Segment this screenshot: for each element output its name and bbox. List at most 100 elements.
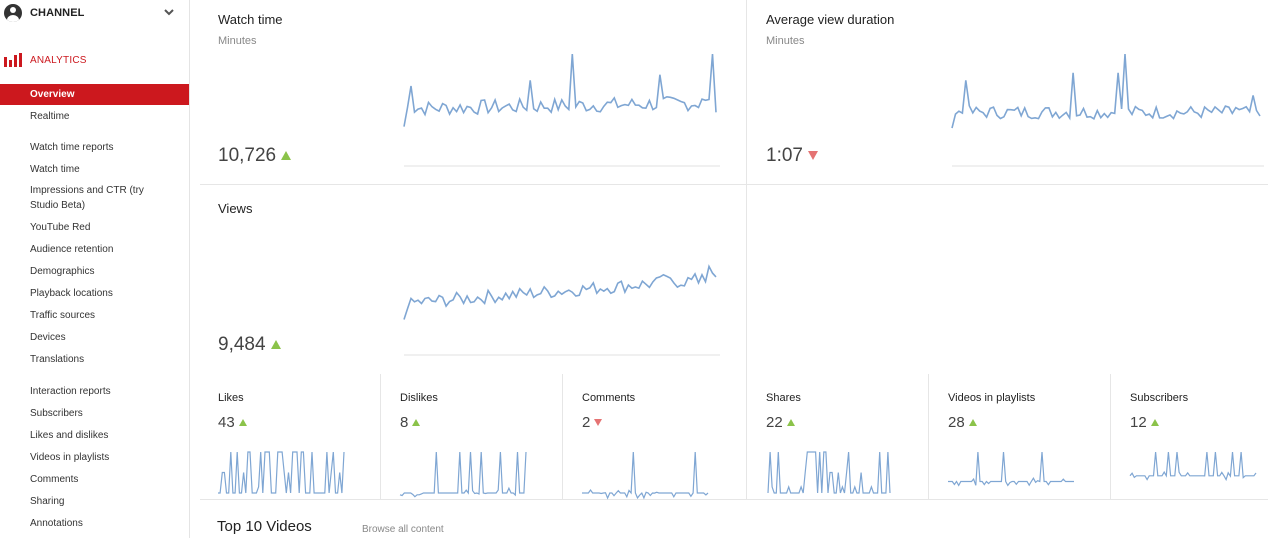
metric-value: 10,726 — [218, 145, 277, 166]
card-title: Watch time — [218, 12, 283, 27]
sidebar-item-translations[interactable]: Translations — [30, 354, 85, 365]
divider — [200, 184, 1268, 185]
views-value: 9,484 — [218, 334, 281, 356]
sidebar-item-interaction-reports[interactable]: Interaction reports — [30, 386, 111, 397]
sparkline-path — [399, 451, 527, 498]
card-unit: Minutes — [218, 35, 257, 47]
divider — [746, 0, 747, 500]
chevron-down-icon[interactable] — [163, 6, 175, 18]
trend-up-icon — [238, 419, 247, 426]
metric-value: 12 — [1130, 414, 1147, 431]
card-title: Comments — [582, 392, 636, 404]
trend-up-icon — [786, 419, 795, 426]
videos-in-playlists-card[interactable]: Videos in playlists 28 — [920, 374, 1110, 499]
sidebar-item-youtube-red[interactable]: YouTube Red — [30, 222, 91, 233]
watch-time-card[interactable]: Watch time Minutes 10,726 — [190, 0, 746, 184]
metric-value: 8 — [400, 414, 409, 431]
sparkline-path — [948, 451, 1074, 487]
card-title: Likes — [218, 392, 244, 404]
dislikes-card[interactable]: Dislikes 8 — [372, 374, 562, 499]
metric-value: 43 — [218, 414, 235, 431]
views-card[interactable]: Views 9,484 — [190, 189, 746, 374]
sidebar-item-traffic-sources[interactable]: Traffic sources — [30, 310, 96, 321]
avg-view-duration-card[interactable]: Average view duration Minutes 1:07 — [738, 0, 1268, 184]
videos-in-playlists-sparkline — [948, 451, 1074, 487]
account-circle-icon — [4, 4, 22, 22]
metric-value: 2 — [582, 414, 591, 431]
dislikes-sparkline — [399, 451, 527, 498]
sidebar-item-likes-dislikes[interactable]: Likes and dislikes — [30, 430, 109, 441]
shares-sparkline — [767, 451, 891, 494]
sidebar-item-demographics[interactable]: Demographics — [30, 266, 95, 277]
card-title: Subscribers — [1130, 392, 1189, 404]
sidebar-item-playback-locations[interactable]: Playback locations — [30, 288, 113, 299]
sparkline-path — [1129, 451, 1257, 482]
divider — [562, 374, 563, 499]
trend-up-icon — [270, 340, 281, 349]
sparkline-path — [403, 53, 717, 127]
card-title: Average view duration — [766, 12, 895, 27]
trend-up-icon — [968, 419, 977, 426]
sparkline-path — [218, 451, 345, 494]
comments-card[interactable]: Comments 2 — [554, 374, 744, 500]
card-title: Videos in playlists — [948, 392, 1036, 404]
browse-all-content-link[interactable]: Browse all content — [362, 524, 444, 535]
metric-value: 28 — [948, 414, 965, 431]
comments-value: 2 — [582, 414, 603, 431]
metric-value: 22 — [766, 414, 783, 431]
divider — [200, 499, 1268, 500]
likes-value: 43 — [218, 414, 247, 431]
sidebar-item-overview[interactable]: Overview — [0, 84, 189, 105]
shares-value: 22 — [766, 414, 795, 431]
sparkline-path — [582, 451, 709, 500]
videos-in-playlists-value: 28 — [948, 414, 977, 431]
views-sparkline — [403, 264, 720, 356]
sidebar-item-annotations[interactable]: Annotations — [30, 518, 83, 529]
bar-chart-icon — [4, 53, 22, 67]
subscribers-card[interactable]: Subscribers 12 — [1102, 374, 1268, 499]
sidebar-item-realtime[interactable]: Realtime — [30, 111, 70, 122]
trend-up-icon — [281, 151, 292, 160]
watch-time-sparkline — [403, 53, 720, 167]
card-title: Dislikes — [400, 392, 438, 404]
subscribers-sparkline — [1129, 451, 1257, 482]
trend-up-icon — [412, 419, 421, 426]
watch-time-value: 10,726 — [218, 145, 292, 167]
analytics-overview: Watch time Minutes 10,726 Average view d… — [190, 0, 1268, 538]
likes-card[interactable]: Likes 43 — [190, 374, 380, 499]
sidebar-item-comments[interactable]: Comments — [30, 474, 79, 485]
top-videos-title: Top 10 Videos — [217, 518, 312, 535]
sidebar-item-watch-time-reports[interactable]: Watch time reports — [30, 142, 114, 153]
sidebar: CHANNEL ANALYTICS Overview Realtime Watc… — [0, 0, 190, 538]
sparkline-path — [951, 53, 1261, 129]
sidebar-item-videos-in-playlists[interactable]: Videos in playlists — [30, 452, 110, 463]
shares-card[interactable]: Shares 22 — [738, 374, 928, 499]
card-unit: Minutes — [766, 35, 805, 47]
metric-value: 9,484 — [218, 334, 266, 355]
avg-view-duration-sparkline — [951, 53, 1264, 167]
metric-value: 1:07 — [766, 145, 803, 166]
sparkline-path — [767, 451, 891, 494]
avg-view-duration-value: 1:07 — [766, 145, 818, 167]
analytics-label: ANALYTICS — [30, 55, 87, 66]
divider — [928, 374, 929, 499]
likes-sparkline — [218, 451, 345, 494]
sidebar-item-subscribers[interactable]: Subscribers — [30, 408, 83, 419]
channel-switcher[interactable]: CHANNEL — [0, 0, 189, 26]
channel-label: CHANNEL — [30, 7, 85, 19]
dislikes-value: 8 — [400, 414, 421, 431]
sparkline-path — [403, 264, 717, 320]
trend-up-icon — [1150, 419, 1159, 426]
trend-down-icon — [594, 419, 603, 426]
divider — [1110, 374, 1111, 499]
trend-down-icon — [807, 151, 818, 160]
comments-sparkline — [582, 451, 709, 500]
sidebar-item-devices[interactable]: Devices — [30, 332, 66, 343]
card-title: Shares — [766, 392, 801, 404]
sidebar-item-audience-retention[interactable]: Audience retention — [30, 244, 114, 255]
divider — [380, 374, 381, 499]
sidebar-item-sharing[interactable]: Sharing — [30, 496, 65, 507]
sidebar-item-watch-time[interactable]: Watch time — [30, 164, 80, 175]
analytics-header[interactable]: ANALYTICS — [0, 50, 189, 70]
sidebar-item-impressions-ctr[interactable]: Impressions and CTR (try Studio Beta) — [30, 185, 144, 211]
